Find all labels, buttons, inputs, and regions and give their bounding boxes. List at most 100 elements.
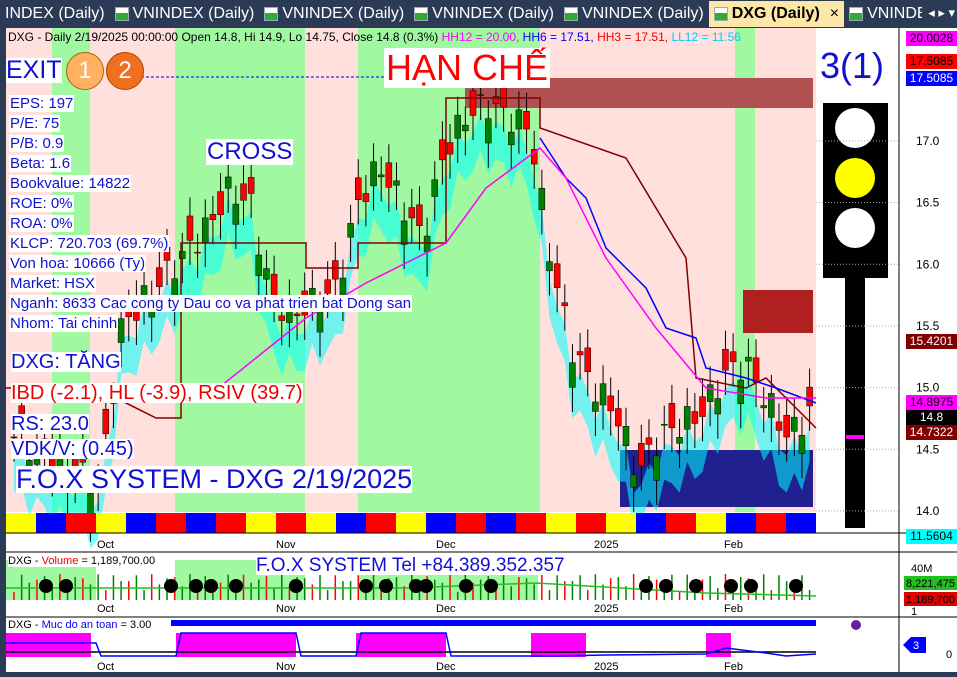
supply-zone <box>743 290 813 333</box>
candle-body <box>653 455 660 481</box>
volume-signal-dot <box>789 579 803 593</box>
fundamental-item: Nganh: 8633 Cac cong ty Dau co va phat t… <box>9 295 413 312</box>
tab-bar: INDEX (Daily) VNINDEX (Daily) VNINDEX (Dai… <box>0 0 922 28</box>
candle-body <box>706 384 714 402</box>
signal-strip-segment <box>666 513 696 533</box>
volume-title: DXG - Volume = 1,189,700.00 <box>8 555 156 567</box>
signal-strip-segment <box>786 513 816 533</box>
chart-icon <box>563 7 578 21</box>
month-label: Dec <box>436 603 456 615</box>
volume-signal-dot <box>459 579 473 593</box>
header-ohlc: DXG - Daily 2/19/2025 00:00:00 Open 14.8… <box>8 30 439 44</box>
signal-strip-segment <box>576 513 606 533</box>
tab-3[interactable]: VNINDEX (Daily) <box>409 1 559 27</box>
month-label: Oct <box>97 661 114 672</box>
price-tick: 16.0 <box>916 257 940 271</box>
candle-body <box>515 109 523 130</box>
tab-5[interactable]: DXG (Daily) × <box>708 1 845 27</box>
safety-axis-zero: 0 <box>946 649 952 661</box>
fundamental-item: ROE: 0% <box>9 195 74 212</box>
volume-signal-dot <box>379 579 393 593</box>
safety-zone <box>176 633 296 657</box>
candle-body <box>247 177 255 194</box>
candle-body <box>737 379 744 404</box>
month-label: 2025 <box>594 603 618 615</box>
candle-body <box>508 131 515 146</box>
tab-6[interactable]: VNINDEX (Daily) <box>844 1 922 27</box>
candle-body <box>255 254 263 276</box>
candle-body <box>775 421 783 431</box>
candle-body <box>569 362 576 388</box>
fundamental-item: Bookvalue: 14822 <box>9 175 132 192</box>
candle-body <box>661 423 668 426</box>
volume-value: = 1,189,700.00 <box>78 555 156 567</box>
volume-level-label <box>904 592 957 606</box>
candle-body <box>492 96 500 104</box>
signal-strip-segment <box>306 513 336 533</box>
candle-body <box>615 408 622 427</box>
price-level-label: 15.4201 <box>906 334 957 349</box>
exit-label: EXIT <box>6 56 62 84</box>
candle-body <box>332 260 339 280</box>
ibd-label: IBD (-2.1), HL (-3.9), RSIV (39.7) <box>11 382 303 404</box>
signal-strip-segment <box>96 513 126 533</box>
fundamental-item: Beta: 1.6 <box>9 155 72 172</box>
candle-body <box>530 149 538 165</box>
trend-band <box>358 28 540 512</box>
volume-signal-dot <box>229 579 243 593</box>
candle-body <box>638 443 645 467</box>
price-level-label: 14.8975 <box>906 395 957 410</box>
chart-icon <box>114 7 129 21</box>
close-tab-icon[interactable]: × <box>829 5 840 22</box>
chart-icon <box>713 7 728 21</box>
volume-signal-dot <box>359 579 373 593</box>
tab-label: VNINDEX (Daily) <box>282 5 405 22</box>
signal-strip-segment <box>426 513 456 533</box>
candle-body <box>729 351 737 363</box>
tab-4[interactable]: VNINDEX (Daily) <box>559 1 709 27</box>
candle-body <box>745 356 752 362</box>
volume-signal-dot <box>639 579 653 593</box>
candle-body <box>293 313 301 316</box>
price-tick: 14.5 <box>916 442 940 456</box>
signal-strip-segment <box>246 513 276 533</box>
signal-label: 3(1) <box>820 45 885 86</box>
signal-strip-segment <box>126 513 156 533</box>
candle-body <box>607 395 614 412</box>
candle-body <box>622 426 630 447</box>
safety-title: DXG - Muc do an toan = 3.00 <box>8 619 152 631</box>
safety-name: Muc do an toan <box>41 619 118 631</box>
fundamental-item: ROA: 0% <box>9 215 74 232</box>
candle-body <box>393 180 400 186</box>
candle-body <box>485 118 492 144</box>
candle-body <box>347 223 354 238</box>
tab-scroll-arrows[interactable]: ◂ ▸ ▾ <box>923 5 955 21</box>
candle-body <box>683 406 691 430</box>
volume-signal-dot <box>689 579 703 593</box>
volume-signal-dot <box>59 579 73 593</box>
candle-body <box>355 177 362 201</box>
volume-signal-dot <box>409 579 423 593</box>
tab-0[interactable]: INDEX (Daily) <box>0 1 110 27</box>
safety-zone <box>356 633 446 657</box>
volume-axis-bottom: 1 <box>911 606 917 618</box>
candle-body <box>224 176 232 189</box>
safety-symbol: DXG - <box>8 619 42 631</box>
month-label: Oct <box>97 539 114 551</box>
signal-strip-segment <box>636 513 666 533</box>
fundamentals-list: EPS: 197 P/E: 75 P/B: 0.9 Beta: 1.6 Bookvalu… <box>9 95 413 335</box>
tab-1[interactable]: VNINDEX (Daily) <box>110 1 260 27</box>
candle-body <box>400 220 408 245</box>
traffic-light-lamp <box>835 108 875 148</box>
chart-header: DXG - Daily 2/19/2025 00:00:00 Open 14.8… <box>8 31 741 43</box>
tab-2[interactable]: VNINDEX (Daily) <box>259 1 409 27</box>
volume-signal-dot <box>419 579 433 593</box>
volume-axis-top: 40M <box>911 563 932 575</box>
candle-body <box>584 347 591 372</box>
candle-body <box>385 162 393 188</box>
signal-strip-segment <box>6 513 36 533</box>
candle-body <box>668 403 676 429</box>
trend-band <box>175 28 305 512</box>
candle-body <box>806 386 813 407</box>
candle-body <box>408 207 416 219</box>
